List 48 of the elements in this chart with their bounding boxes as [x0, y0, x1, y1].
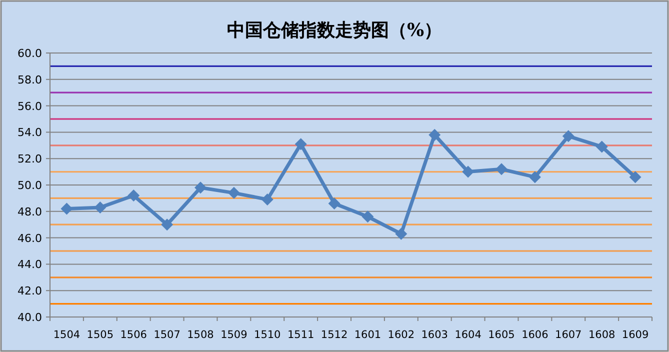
x-tick-label: 1506 [120, 329, 148, 341]
y-tick-label: 42.0 [18, 284, 42, 298]
point [261, 194, 274, 206]
point [562, 130, 574, 142]
point [228, 186, 240, 199]
y-tick-label: 46.0 [18, 232, 42, 245]
chart-title: 中国仓储指数走势图（%） [226, 20, 442, 41]
y-tick-label: 58.0 [18, 73, 42, 86]
point [60, 202, 73, 215]
y-tick-label: 44.0 [18, 258, 42, 272]
point [194, 182, 206, 194]
x-tick-label: 1608 [588, 329, 616, 341]
y-tick-label: 48.0 [18, 205, 42, 218]
x-tick-label: 1512 [320, 329, 348, 341]
y-tick-label: 52.0 [18, 152, 42, 166]
x-tick-label: 1607 [555, 329, 582, 341]
x-tick-label: 1605 [488, 329, 515, 341]
point [161, 218, 174, 231]
y-tick-label: 50.0 [18, 179, 42, 192]
point [428, 128, 441, 141]
point [528, 171, 541, 184]
point [328, 197, 340, 210]
point [596, 140, 608, 153]
x-tick-label: 1504 [53, 329, 80, 341]
point [496, 163, 508, 176]
y-tick-label: 54.0 [18, 126, 42, 140]
x-tick-label: 1603 [421, 329, 448, 341]
x-tick-label: 1602 [388, 329, 415, 341]
x-tick-label: 1508 [187, 329, 214, 341]
point [128, 190, 140, 202]
y-tick-label: 60.0 [18, 47, 42, 60]
x-tick-label: 1609 [622, 329, 649, 341]
point [362, 210, 374, 223]
x-tick-label: 1511 [287, 329, 314, 341]
x-tick-label: 1507 [154, 329, 180, 341]
point [294, 138, 307, 150]
y-tick-label: 40.0 [18, 311, 42, 324]
y-tick-label: 56.0 [18, 100, 42, 113]
x-tick-label: 1604 [454, 329, 482, 341]
point [629, 171, 642, 184]
point [94, 201, 106, 214]
x-tick-label: 1601 [354, 329, 382, 341]
x-tick-label: 1509 [220, 329, 248, 341]
point [395, 228, 408, 240]
x-tick-label: 1505 [86, 329, 114, 341]
point [462, 166, 474, 178]
x-tick-label: 1606 [522, 329, 549, 341]
x-tick-label: 1510 [254, 329, 281, 341]
